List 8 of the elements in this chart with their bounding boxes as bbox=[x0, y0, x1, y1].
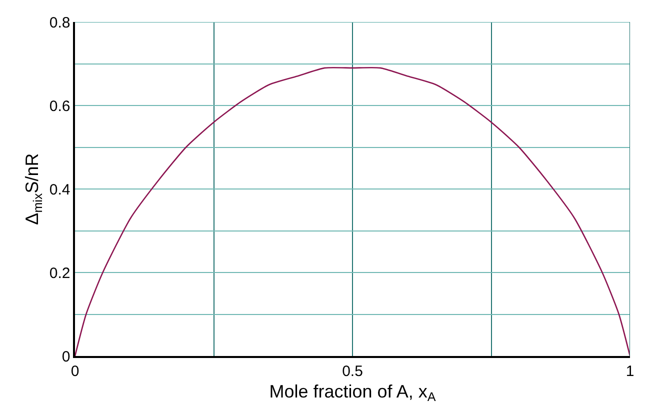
x-axis-title: Mole fraction of A, x$_{A}$ bbox=[269, 381, 436, 404]
y-tick-label: 0.2 bbox=[49, 264, 70, 282]
y-tick-label: 0.8 bbox=[49, 14, 70, 32]
x-tick-label: 0.5 bbox=[342, 362, 363, 380]
x-tick-label: 1 bbox=[626, 362, 634, 380]
y-tick-label: 0.6 bbox=[49, 98, 70, 115]
y-tick-label: 0 bbox=[62, 348, 70, 366]
y-tick-label: 0.4 bbox=[49, 181, 70, 198]
